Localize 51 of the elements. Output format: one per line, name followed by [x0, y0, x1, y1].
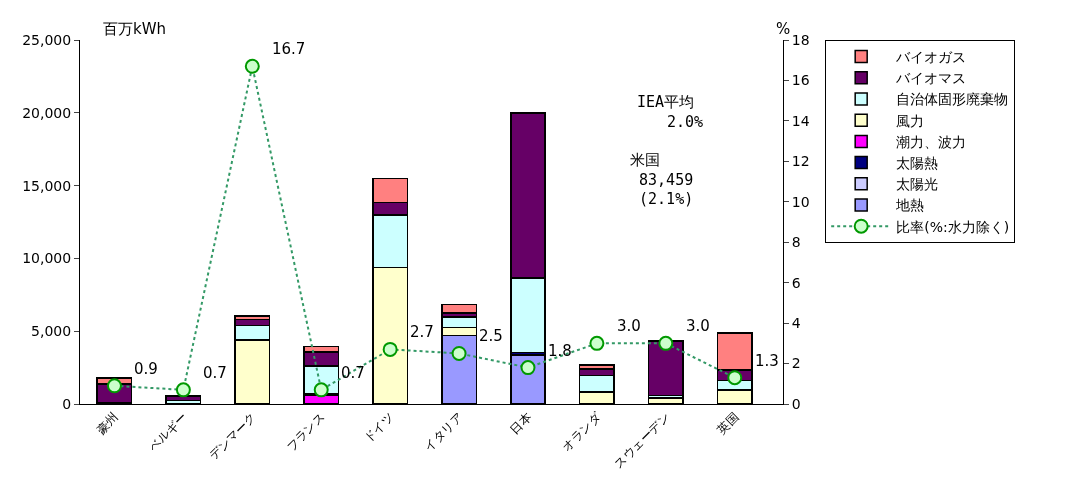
data-label: 0.7 — [203, 364, 227, 382]
x-tick-label: ドイツ — [361, 409, 397, 446]
x-tick-label: 英国 — [714, 409, 742, 437]
legend-label: 風力 — [896, 112, 925, 129]
x-tick-label: 日本 — [507, 409, 535, 437]
data-label: 0.9 — [134, 360, 158, 378]
bar — [441, 303, 478, 314]
x-tick-label: デンマーク — [206, 409, 259, 463]
y2-tick-label: 4 — [791, 315, 801, 332]
y2-tick-label: 6 — [791, 274, 801, 291]
y2-tick-label: 8 — [791, 234, 801, 251]
y-axis-title: 百万kWh — [103, 20, 167, 38]
y-tick-label: 20,000 — [22, 104, 72, 121]
y-tick-label: 15,000 — [22, 177, 72, 194]
annotation: IEA平均 2.0% — [637, 93, 704, 131]
y-tick-label: 25,000 — [22, 31, 72, 48]
legend-label: 比率(%:水力除く) — [896, 218, 1010, 235]
data-label: 2.5 — [479, 327, 503, 345]
x-tick-label: スウェーデン — [611, 409, 673, 471]
legend-label: バイオガス — [895, 49, 967, 66]
x-tick-label: イタリア — [421, 409, 466, 454]
data-label: 2.7 — [410, 323, 434, 341]
y2-tick-label: 0 — [791, 395, 801, 412]
legend-label: 自治体固形廃棄物 — [896, 91, 1009, 108]
annotation: 米国 83,459 (2.1%) — [630, 151, 694, 208]
y2-tick-label: 18 — [791, 31, 810, 48]
legend-label: バイオマス — [895, 70, 967, 87]
x-tick-label: ベルギー — [145, 409, 190, 454]
x-tick-label: フランス — [283, 409, 328, 454]
data-label: 0.7 — [341, 364, 365, 382]
x-tick-label: オランダ — [559, 409, 604, 454]
data-label: 1.3 — [755, 352, 779, 370]
legend-label: 太陽熱 — [896, 155, 939, 172]
y-tick-label: 0 — [62, 395, 72, 412]
legend-label: 太陽光 — [896, 176, 939, 193]
y2-tick-label: 16 — [791, 72, 810, 89]
y2-tick-label: 10 — [791, 193, 810, 210]
data-label: 16.7 — [272, 40, 306, 58]
data-label: 3.0 — [617, 317, 641, 335]
y2-axis-title: % — [776, 20, 791, 38]
y2-tick-label: 14 — [791, 112, 810, 129]
data-label: 3.0 — [686, 317, 710, 335]
y-tick-label: 5,000 — [31, 323, 72, 340]
x-tick-label: 豪州 — [93, 409, 121, 437]
legend-label: 潮力、波力 — [896, 133, 967, 150]
legend-label: 地熱 — [895, 197, 925, 214]
bar — [647, 340, 684, 397]
y2-tick-label: 2 — [791, 355, 801, 372]
y-tick-label: 10,000 — [22, 250, 72, 267]
y2-tick-label: 12 — [791, 153, 810, 170]
data-label: 1.8 — [548, 342, 572, 360]
